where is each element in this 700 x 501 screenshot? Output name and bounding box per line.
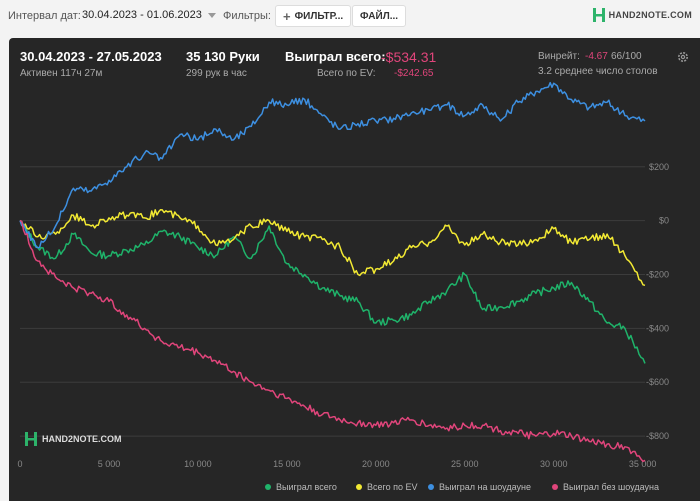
hands-rate: 299 рук в час xyxy=(186,68,247,79)
chevron-down-icon xyxy=(207,12,216,18)
winrate-value: -4.67 xyxy=(585,51,608,62)
y-tick-label: $200 xyxy=(649,162,669,172)
legend-dot-icon xyxy=(552,484,558,490)
graph-panel: 30.04.2023 - 27.05.2023 Активен 117ч 27м… xyxy=(9,38,700,501)
file-button[interactable]: ФАЙЛ... xyxy=(352,5,407,27)
legend-label: Выиграл на шоудауне xyxy=(439,482,531,492)
hand2note-watermark-icon xyxy=(25,432,37,446)
ev-total-label: Всего по EV: xyxy=(317,68,376,79)
legend-label: Выиграл всего xyxy=(276,482,337,492)
y-tick-label: -$800 xyxy=(646,431,669,441)
y-tick-label: -$600 xyxy=(646,377,669,387)
legend-label: Всего по EV xyxy=(367,482,418,492)
series-line-0 xyxy=(19,219,646,364)
legend-dot-icon xyxy=(265,484,271,490)
date-range-value: 30.04.2023 - 01.06.2023 xyxy=(82,9,202,21)
watermark-text: HAND2NOTE.COM xyxy=(42,434,122,444)
active-time: Активен 117ч 27м xyxy=(20,68,103,79)
y-tick-label: -$400 xyxy=(646,323,669,333)
x-tick-label: 0 xyxy=(17,459,22,469)
plus-icon: + xyxy=(283,8,291,24)
brand-name: HAND2NOTE.COM xyxy=(608,10,692,20)
brand-logo: HAND2NOTE.COM xyxy=(592,8,692,22)
won-total-value: -$534.31 xyxy=(381,49,437,65)
series-line-2 xyxy=(19,81,646,249)
date-range-label: Интервал дат: xyxy=(8,10,81,22)
profit-graph: $200 $0 -$200 -$400 -$600 -$800 0 5 000 10 000 15… xyxy=(17,81,669,469)
won-total-label: Выиграл всего: xyxy=(285,49,386,64)
y-tick-label: $0 xyxy=(659,216,669,226)
gear-icon[interactable] xyxy=(676,50,690,64)
top-toolbar: Интервал дат: 30.04.2023 - 01.06.2023 Фи… xyxy=(0,0,700,34)
hands-count: 35 130 Руки xyxy=(186,49,260,64)
period-text: 30.04.2023 - 27.05.2023 xyxy=(20,49,162,64)
x-tick-label: 15 000 xyxy=(273,459,301,469)
x-tick-label: 30 000 xyxy=(540,459,568,469)
legend-item[interactable]: Выиграл на шоудауне xyxy=(428,482,531,492)
y-tick-label: -$200 xyxy=(646,270,669,280)
legend-item[interactable]: Выиграл всего xyxy=(265,482,337,492)
x-tick-label: 20 000 xyxy=(362,459,390,469)
filters-label: Фильтры: xyxy=(223,10,271,22)
winrate-label: Винрейт: xyxy=(538,51,580,62)
legend-item[interactable]: Выиграл без шоудауна xyxy=(552,482,659,492)
x-tick-label: 25 000 xyxy=(451,459,479,469)
legend-item[interactable]: Всего по EV xyxy=(356,482,417,492)
series-line-1 xyxy=(19,208,646,287)
graph-watermark: HAND2NOTE.COM xyxy=(25,432,122,446)
average-tables: 3.2 среднее число столов xyxy=(538,66,658,77)
filter-button[interactable]: + ФИЛЬТР... xyxy=(275,5,352,27)
legend-dot-icon xyxy=(356,484,362,490)
ev-total-value: -$242.65 xyxy=(394,68,434,79)
legend-dot-icon xyxy=(428,484,434,490)
x-tick-label: 35 000 xyxy=(629,459,657,469)
legend-label: Выиграл без шоудауна xyxy=(563,482,659,492)
filter-button-label: ФИЛЬТР... xyxy=(294,10,344,22)
winrate-suffix: 66/100 xyxy=(611,51,642,62)
date-range-select[interactable]: 30.04.2023 - 01.06.2023 xyxy=(82,9,216,21)
series-line-3 xyxy=(19,219,646,463)
file-button-label: ФАЙЛ... xyxy=(360,10,399,22)
x-tick-label: 10 000 xyxy=(184,459,212,469)
x-tick-label: 5 000 xyxy=(98,459,121,469)
hand2note-logo-icon xyxy=(592,8,605,22)
